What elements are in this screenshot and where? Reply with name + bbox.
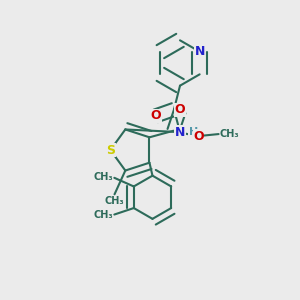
Text: S: S — [106, 143, 115, 157]
Text: CH₃: CH₃ — [93, 210, 113, 220]
Text: N: N — [175, 126, 185, 139]
Text: O: O — [193, 130, 204, 143]
Text: O: O — [150, 110, 161, 122]
Text: CH₃: CH₃ — [93, 172, 113, 182]
Text: N: N — [194, 45, 205, 58]
Text: O: O — [174, 103, 185, 116]
Text: CH₃: CH₃ — [219, 129, 239, 139]
Text: CH₃: CH₃ — [105, 196, 124, 206]
Text: H: H — [189, 127, 198, 137]
